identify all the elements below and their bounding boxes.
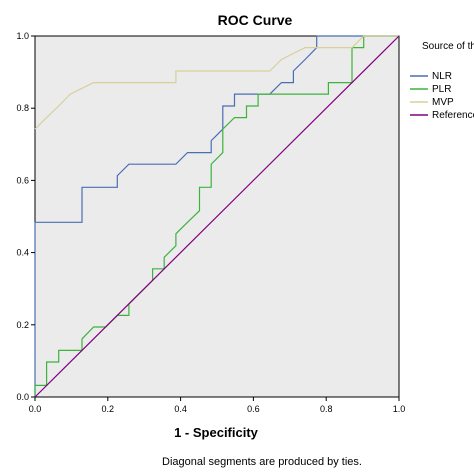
y-tick-label: 1.0 [16,31,29,41]
axis-layer: 0.0 0.2 0.4 0.6 0.8 1.0 0.0 0.2 0.4 0.6 0.8 1.0 [16,31,405,414]
x-tick-label: 1.0 [393,404,406,414]
legend-entry: Reference Line [432,110,474,121]
chart-title: ROC Curve [218,12,293,28]
legend-entry: PLR [432,84,451,95]
x-tick-label: 0.8 [320,404,333,414]
y-tick-label: 0.2 [16,320,29,330]
y-tick-label: 0.6 [16,175,29,185]
legend: Source of the Curve NLR PLR MVP Reference L… [410,41,474,121]
series-layer [34,35,400,398]
legend-items: NLR PLR MVP Reference Line [410,71,474,121]
legend-entry: NLR [432,71,452,82]
x-axis-label: 1 - Specificity [174,425,259,440]
legend-entry: MVP [432,97,454,108]
x-tick-label: 0.4 [174,404,187,414]
series-line-mvp [34,35,399,130]
series-line-plr [34,35,399,397]
x-tick-label: 0.6 [247,404,260,414]
legend-title: Source of the Curve [422,41,474,52]
footnote: Diagonal segments are produced by ties. [162,456,362,468]
x-tick-label: 0.0 [29,404,42,414]
y-tick-label: 0.4 [16,248,29,258]
y-tick-label: 0.0 [16,392,29,402]
y-tick-label: 0.8 [16,103,29,113]
x-tick-label: 0.2 [102,404,115,414]
series-line-reference-line [34,35,400,398]
